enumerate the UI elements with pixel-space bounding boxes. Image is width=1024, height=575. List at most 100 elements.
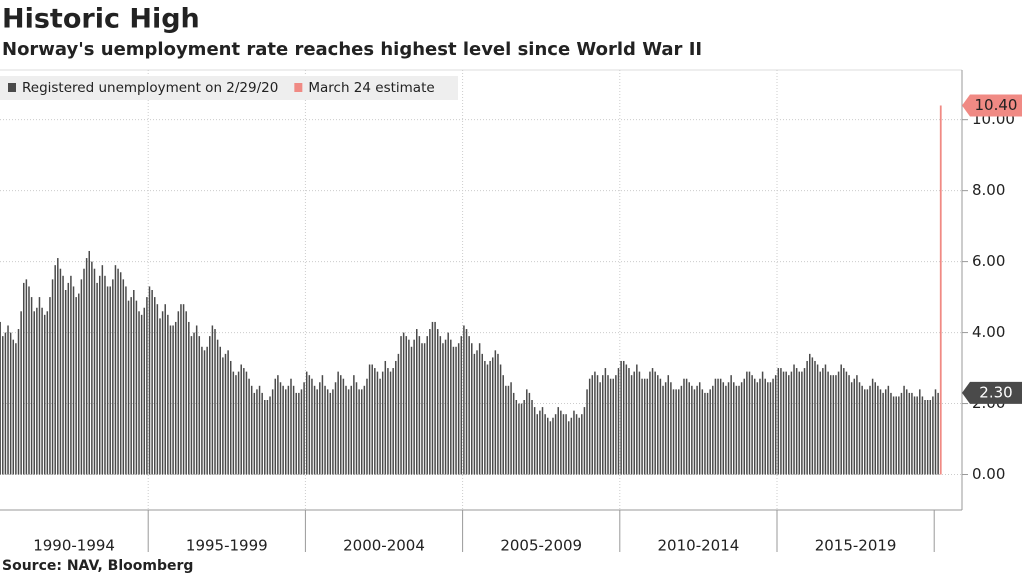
bar — [939, 105, 942, 475]
bar — [615, 375, 617, 475]
bar — [680, 385, 683, 475]
bar — [316, 389, 318, 475]
bar — [258, 385, 261, 475]
bar — [921, 396, 924, 475]
bar — [172, 325, 174, 475]
bar — [727, 382, 730, 475]
bar — [497, 353, 499, 475]
bar — [926, 400, 929, 475]
bar — [256, 389, 258, 475]
bar — [541, 407, 544, 475]
bar — [36, 307, 38, 475]
bar — [232, 371, 235, 475]
bar — [575, 414, 578, 475]
bar — [374, 368, 376, 475]
bar — [413, 339, 415, 475]
bar — [340, 375, 342, 475]
bar — [753, 378, 756, 475]
bar — [9, 332, 12, 475]
bar — [636, 364, 638, 475]
bar — [505, 385, 507, 475]
bar — [429, 329, 431, 475]
bar — [243, 368, 245, 475]
value-label: 10.40 — [975, 96, 1018, 114]
bar — [450, 339, 452, 475]
bar — [345, 385, 347, 475]
bar — [814, 360, 816, 475]
bar — [662, 385, 664, 475]
bar — [167, 314, 169, 475]
bar — [764, 378, 766, 475]
legend-label: March 24 estimate — [308, 80, 434, 96]
bar — [442, 343, 444, 475]
bar — [416, 329, 418, 475]
bar — [491, 357, 494, 475]
bar — [51, 279, 54, 475]
bar — [463, 325, 465, 475]
bar — [93, 268, 96, 475]
bar — [266, 400, 269, 475]
bar — [72, 286, 75, 475]
bar — [324, 385, 326, 475]
bar — [138, 311, 140, 475]
bar — [882, 392, 884, 475]
bar — [895, 396, 897, 475]
bar — [719, 378, 722, 475]
bar — [70, 275, 72, 475]
bar — [832, 375, 835, 475]
bar — [670, 382, 672, 475]
bar — [586, 389, 588, 475]
bar — [884, 389, 887, 475]
bar — [583, 407, 586, 475]
bar — [688, 382, 690, 475]
bar — [305, 371, 308, 475]
bar — [712, 385, 714, 475]
bar — [759, 378, 761, 475]
bar — [628, 368, 630, 475]
bar — [240, 364, 242, 475]
bar — [798, 371, 801, 475]
bar — [725, 385, 727, 475]
bar — [806, 360, 808, 475]
bar — [75, 297, 77, 475]
bar — [856, 375, 858, 475]
bar — [117, 268, 119, 475]
bar — [342, 378, 345, 475]
end-label: 2.30 — [979, 383, 1012, 401]
y-tick-label: 8.00 — [972, 181, 1005, 199]
bar — [358, 389, 360, 475]
bar — [98, 275, 101, 475]
bar — [326, 389, 329, 475]
bar — [827, 371, 829, 475]
bar — [457, 343, 460, 475]
bar — [756, 382, 759, 475]
bar — [898, 396, 900, 475]
bar — [49, 297, 51, 475]
bar — [439, 336, 442, 475]
bar — [421, 343, 423, 475]
bar — [334, 382, 337, 475]
bar — [159, 318, 161, 475]
bar — [321, 375, 324, 475]
bar — [565, 414, 567, 475]
bar — [528, 392, 531, 475]
legend-box — [0, 76, 458, 100]
bar — [824, 364, 827, 475]
bar — [156, 304, 159, 475]
bar — [850, 382, 853, 475]
bar — [683, 378, 685, 475]
bar — [937, 392, 939, 475]
bar — [816, 364, 819, 475]
bar — [190, 336, 193, 475]
bar — [418, 336, 421, 475]
bar — [122, 279, 125, 475]
bar — [698, 382, 701, 475]
bar — [216, 339, 219, 475]
bar — [767, 382, 769, 475]
bar — [761, 371, 764, 475]
bar — [785, 371, 787, 475]
bar — [777, 368, 780, 475]
bar — [809, 353, 811, 475]
bar — [539, 410, 541, 475]
bar — [408, 339, 410, 475]
